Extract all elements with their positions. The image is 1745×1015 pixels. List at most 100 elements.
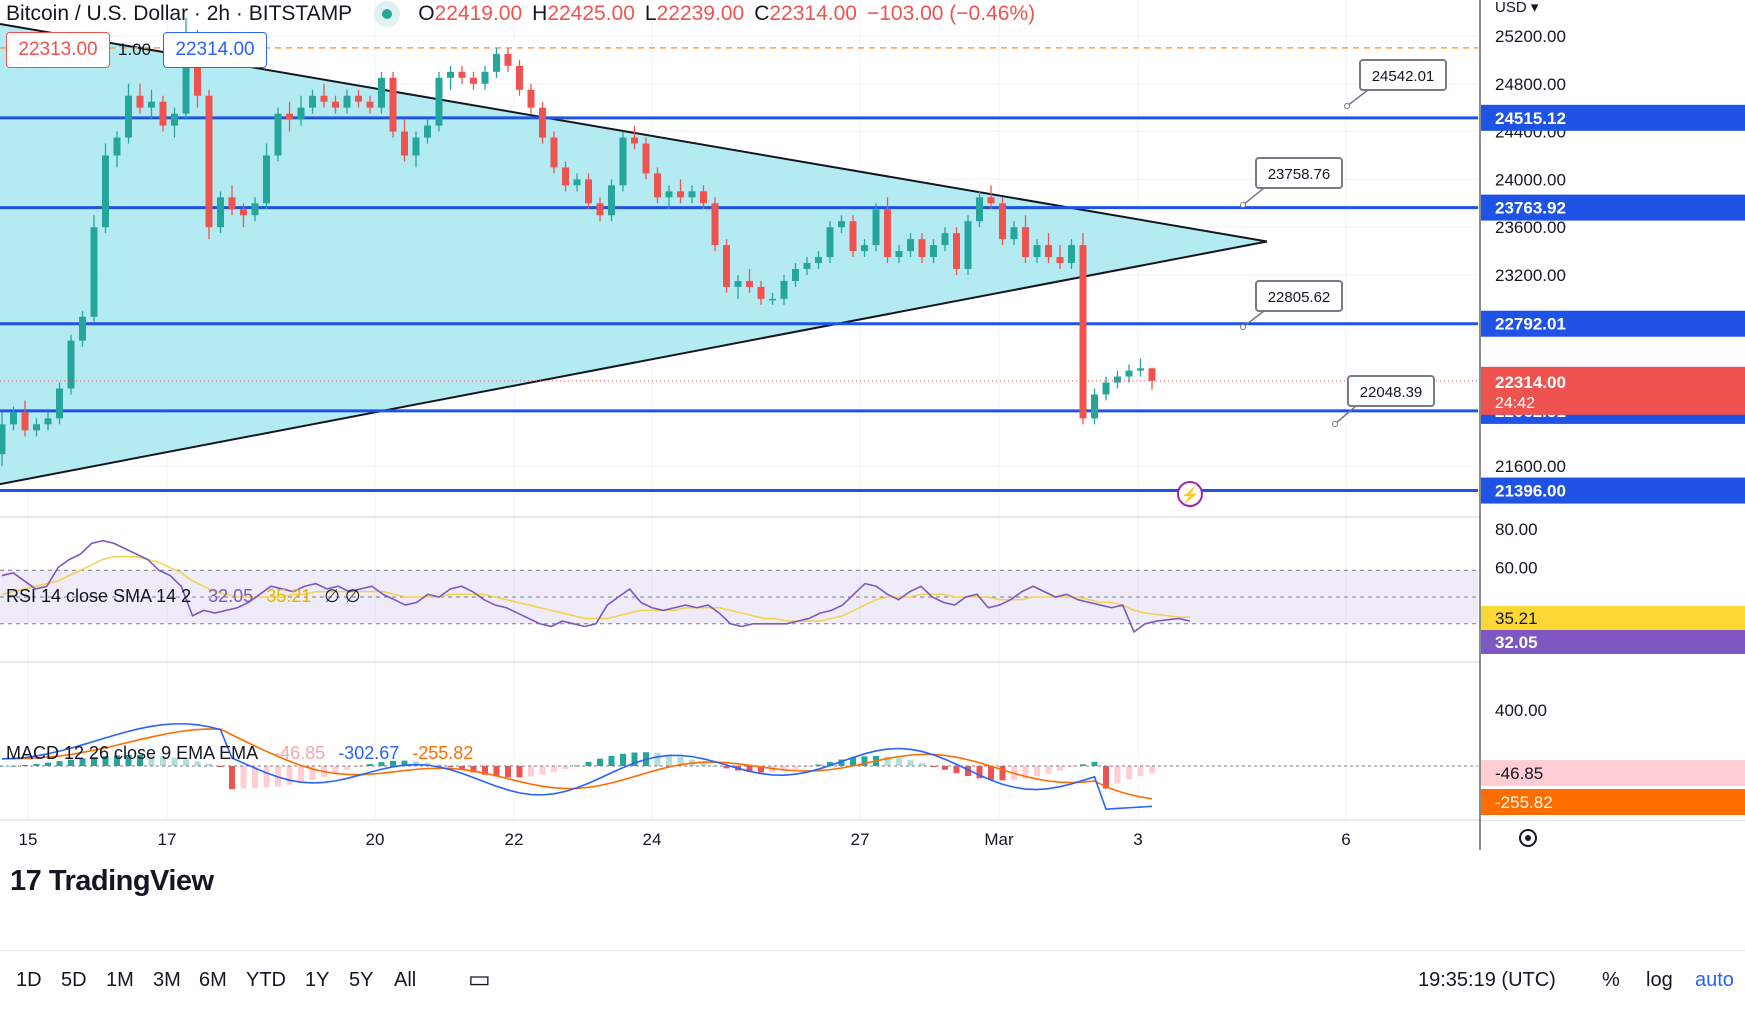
macd-histogram-bar — [125, 754, 132, 766]
macd-histogram-bar — [666, 754, 672, 766]
macd-histogram-bar — [677, 756, 684, 766]
candle-body — [1068, 245, 1075, 264]
candle-body — [757, 286, 765, 299]
open-label: O — [418, 2, 435, 25]
rsi-sma-badge-label: 35.21 — [1495, 609, 1538, 628]
candle-body — [884, 209, 891, 258]
range-1d[interactable]: 1D — [16, 969, 42, 991]
sell-button[interactable]: 22313.00 — [6, 32, 110, 68]
candle-body — [527, 89, 535, 108]
candle-body — [171, 113, 178, 126]
price-level-badge — [1481, 310, 1745, 337]
candle-body — [320, 95, 328, 102]
macd-histogram-badge-label: -46.85 — [1495, 764, 1543, 783]
candle-body — [148, 101, 155, 108]
candle-body — [872, 209, 880, 246]
candle-body — [67, 340, 75, 389]
range-all[interactable]: All — [394, 969, 417, 991]
candle-body — [792, 269, 799, 281]
candle-body — [10, 412, 17, 425]
macd-histogram-badge — [1481, 760, 1745, 786]
macd-histogram-bar — [562, 766, 569, 769]
candle-body — [389, 77, 397, 132]
macd-histogram-bar — [1080, 764, 1086, 766]
range-3m[interactable]: 3M — [153, 969, 181, 991]
macd-histogram-bar — [884, 756, 891, 766]
candle-body — [1056, 257, 1064, 264]
macd-histogram-bar — [654, 752, 661, 766]
candle-body — [723, 245, 730, 287]
price-callout-label: 24542.01 — [1372, 68, 1435, 85]
tradingview-icon: 17 — [10, 865, 49, 897]
spread-value: 1.00 — [118, 40, 152, 59]
macd-histogram-bar — [804, 766, 810, 768]
rsi-value-badge — [1481, 630, 1745, 654]
event-flash-icon — [1177, 481, 1203, 507]
auto-toggle[interactable]: auto — [1695, 969, 1734, 991]
candle-body — [332, 101, 339, 108]
macd-histogram-bar — [1114, 766, 1121, 784]
candle-body — [654, 173, 661, 198]
candle-body — [539, 107, 546, 138]
macd-histogram-bar — [1068, 766, 1075, 768]
candle-body — [1137, 368, 1144, 371]
time-axis-label: 17 — [158, 830, 177, 849]
candle-body — [596, 203, 604, 216]
macd-histogram-bar — [516, 766, 523, 778]
log-toggle[interactable]: log — [1646, 969, 1673, 991]
macd-histogram-bar — [976, 766, 983, 779]
low-label: L — [644, 2, 657, 25]
macd-histogram-bar — [206, 763, 212, 766]
range-5d[interactable]: 5D — [61, 969, 87, 991]
macd-histogram-bar — [194, 761, 201, 766]
chart-canvas[interactable]: 24542.01 23758.76 22805.62 22048.39 ⚡ USD ▾ 25… — [0, 0, 1745, 950]
candle-body — [297, 107, 305, 120]
candle-body — [424, 125, 431, 138]
rsi-value-badge-label: 32.05 — [1495, 633, 1538, 652]
macd-histogram-bar — [183, 759, 189, 766]
range-5y[interactable]: 5Y — [349, 969, 374, 991]
price-level-badge-label: 24515.12 — [1495, 109, 1566, 128]
candle-body — [550, 137, 558, 168]
candle-body — [228, 197, 236, 210]
buy-button[interactable]: 22314.00 — [163, 32, 267, 68]
macd-histogram-bar — [390, 760, 396, 766]
macd-histogram-bar — [1034, 766, 1040, 777]
range-6m[interactable]: 6M — [199, 969, 227, 991]
macd-histogram-bar — [33, 763, 40, 766]
macd-histogram-bar — [56, 761, 63, 766]
countdown-label: 24:42 — [1495, 395, 1535, 412]
candle-body — [1102, 382, 1110, 395]
macd-histogram-bar — [930, 766, 937, 767]
macd-histogram-bar — [298, 766, 304, 783]
range-ytd[interactable]: YTD — [246, 969, 286, 991]
macd-histogram-bar — [896, 757, 902, 766]
candle-body — [412, 137, 420, 156]
macd-histogram-bar — [585, 761, 592, 766]
macd-histogram-bar — [252, 766, 258, 789]
go-to-date-icon[interactable]: ▭ — [468, 966, 491, 993]
symbol-title[interactable]: Bitcoin / U.S. Dollar · 2h · BITSTAMP — [6, 2, 353, 25]
candle-body — [458, 71, 466, 78]
currency-label: USD ▾ — [1495, 0, 1539, 16]
macd-histogram-bar — [447, 766, 454, 768]
candle-body — [608, 185, 615, 216]
candle-body — [711, 203, 719, 246]
price-level-badge-label: 21396.00 — [1495, 482, 1566, 501]
candle-body — [251, 203, 259, 216]
percent-toggle[interactable]: % — [1602, 969, 1620, 991]
macd-histogram-bar — [459, 766, 465, 770]
candle-body — [826, 227, 834, 258]
clock-time[interactable]: 19:35:19 (UTC) — [1418, 969, 1556, 991]
event-flash-glyph: ⚡ — [1181, 486, 1200, 504]
market-status-icon[interactable] — [374, 1, 401, 27]
macd-histogram-bar — [965, 766, 971, 777]
macd-histogram-bar — [999, 766, 1006, 781]
macd-histogram-bar — [942, 766, 948, 770]
range-1m[interactable]: 1M — [106, 969, 134, 991]
candle-body — [619, 137, 627, 186]
settings-gear-icon[interactable] — [1519, 829, 1537, 847]
range-1y[interactable]: 1Y — [305, 969, 330, 991]
candle-body — [355, 95, 362, 102]
